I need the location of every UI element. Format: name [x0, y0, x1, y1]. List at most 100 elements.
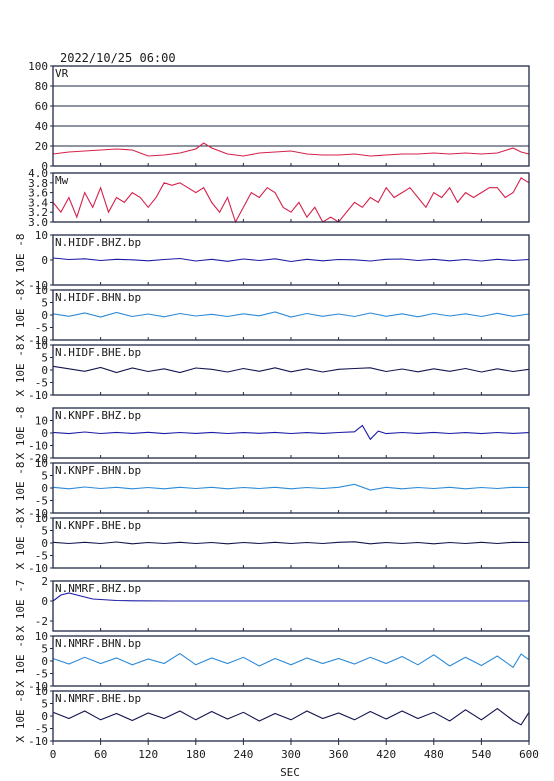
panel-label: N.KNPF.BHE.bp [55, 519, 141, 532]
y-tick-label: 4.0 [28, 167, 48, 180]
y-tick-label: 10 [35, 415, 48, 428]
y-tick-label: -10 [28, 507, 48, 520]
y-tick-label: -20 [28, 452, 48, 465]
x-tick-label: 60 [94, 748, 107, 761]
panels: 100806040200VR4.03.83.63.43.23.0Mw100-10… [14, 60, 530, 748]
y-tick-label: -10 [28, 389, 48, 402]
y-axis-label: X 10E -8 [14, 289, 27, 342]
y-axis-label: X 10E -8 [14, 407, 27, 460]
panel: 100 80 60 40 20 0 VR [28, 60, 530, 173]
x-axis-label: SEC [280, 766, 300, 779]
chart-title: 2022/10/25 06:00 [60, 51, 176, 65]
y-tick-label: -10 [28, 562, 48, 575]
y-tick-label: 3.6 [28, 187, 48, 200]
series-line [52, 541, 530, 545]
y-tick-label: -5 [35, 723, 48, 736]
y-tick-label: -10 [28, 279, 48, 292]
series-line [52, 707, 530, 726]
y-tick-label: 2 [41, 575, 48, 588]
y-tick-label: 0 [41, 254, 48, 267]
y-tick-label: 5 [41, 352, 48, 365]
panel-frame [52, 172, 530, 223]
y-axis-label: X 10E -8 [14, 690, 27, 743]
y-tick-label: 0 [41, 160, 48, 173]
series-line [52, 311, 530, 318]
panel-label: N.NMRF.BHZ.bp [55, 582, 141, 595]
y-tick-label: 10 [35, 512, 48, 525]
y-tick-label: 20 [35, 140, 48, 153]
panel-label: N.NMRF.BHE.bp [55, 692, 141, 705]
y-tick-label: -2 [35, 615, 48, 628]
panel-label: N.KNPF.BHN.bp [55, 464, 141, 477]
x-tick-label: 300 [281, 748, 301, 761]
y-tick-label: 5 [41, 297, 48, 310]
panel: 10 0 -10 N.HIDF.BHZ.bp X 10E -8 [14, 229, 530, 292]
panel-label: N.KNPF.BHZ.bp [55, 409, 141, 422]
y-tick-label: 0 [41, 482, 48, 495]
y-tick-label: -10 [28, 735, 48, 748]
x-tick-label: 420 [376, 748, 396, 761]
y-tick-label: -5 [35, 668, 48, 681]
y-tick-label: -5 [35, 377, 48, 390]
y-axis-label: X 10E -8 [14, 462, 27, 515]
y-axis-label: X 10E -8 [14, 344, 27, 397]
x-tick-label: 360 [329, 748, 349, 761]
series-line [52, 142, 530, 157]
panel: 4.03.83.63.43.23.0 Mw [28, 167, 530, 229]
y-tick-label: 10 [35, 229, 48, 242]
x-tick-label: 0 [50, 748, 57, 761]
x-tick-label: 240 [233, 748, 253, 761]
y-tick-label: 3.2 [28, 206, 48, 219]
y-axis-label: X 10E -8 [14, 635, 27, 688]
panel-label: N.NMRF.BHN.bp [55, 637, 141, 650]
panel-label: N.HIDF.BHE.bp [55, 346, 141, 359]
x-tick-label: 600 [519, 748, 539, 761]
series-line [52, 365, 530, 374]
y-tick-label: -10 [28, 680, 48, 693]
y-tick-label: 0 [41, 537, 48, 550]
y-tick-label: 80 [35, 80, 48, 93]
series-line [52, 424, 530, 441]
y-tick-label: -10 [28, 440, 48, 453]
y-tick-label: 10 [35, 339, 48, 352]
y-tick-label: 10 [35, 630, 48, 643]
x-axis: 0 60 120 180 240 300 360 420 480 540 600 [50, 741, 539, 761]
y-tick-label: 0 [41, 595, 48, 608]
x-tick-label: 540 [471, 748, 491, 761]
panel: 100-10-20 N.KNPF.BHZ.bp X 10E -8 [14, 407, 530, 465]
y-tick-label: 0 [41, 655, 48, 668]
y-tick-label: 3.4 [28, 196, 48, 209]
panel-label: Mw [55, 174, 69, 187]
series-line [52, 652, 530, 669]
series-line [52, 483, 530, 491]
y-axis-label: X 10E -8 [14, 234, 27, 287]
series-line [52, 177, 530, 224]
x-tick-label: 480 [424, 748, 444, 761]
y-tick-label: 3.0 [28, 216, 48, 229]
y-tick-label: 5 [41, 470, 48, 483]
series-line [52, 592, 529, 602]
y-tick-label: 3.8 [28, 177, 48, 190]
y-tick-label: 0 [41, 710, 48, 723]
y-tick-label: 0 [41, 364, 48, 377]
y-tick-label: 10 [35, 685, 48, 698]
panel: 2 0 -2 N.NMRF.BHZ.bp X 10E -7 [14, 575, 530, 632]
panel-label: N.HIDF.BHN.bp [55, 291, 141, 304]
y-tick-label: 10 [35, 284, 48, 297]
y-tick-label: 60 [35, 100, 48, 113]
y-tick-label: 0 [41, 309, 48, 322]
y-tick-label: -5 [35, 550, 48, 563]
y-tick-label: 10 [35, 457, 48, 470]
panel-label: VR [55, 67, 69, 80]
panel-label: N.HIDF.BHZ.bp [55, 236, 141, 249]
y-axis-label: X 10E -8 [14, 517, 27, 570]
y-tick-label: 40 [35, 120, 48, 133]
y-tick-label: 5 [41, 643, 48, 656]
y-tick-label: 100 [28, 60, 48, 73]
